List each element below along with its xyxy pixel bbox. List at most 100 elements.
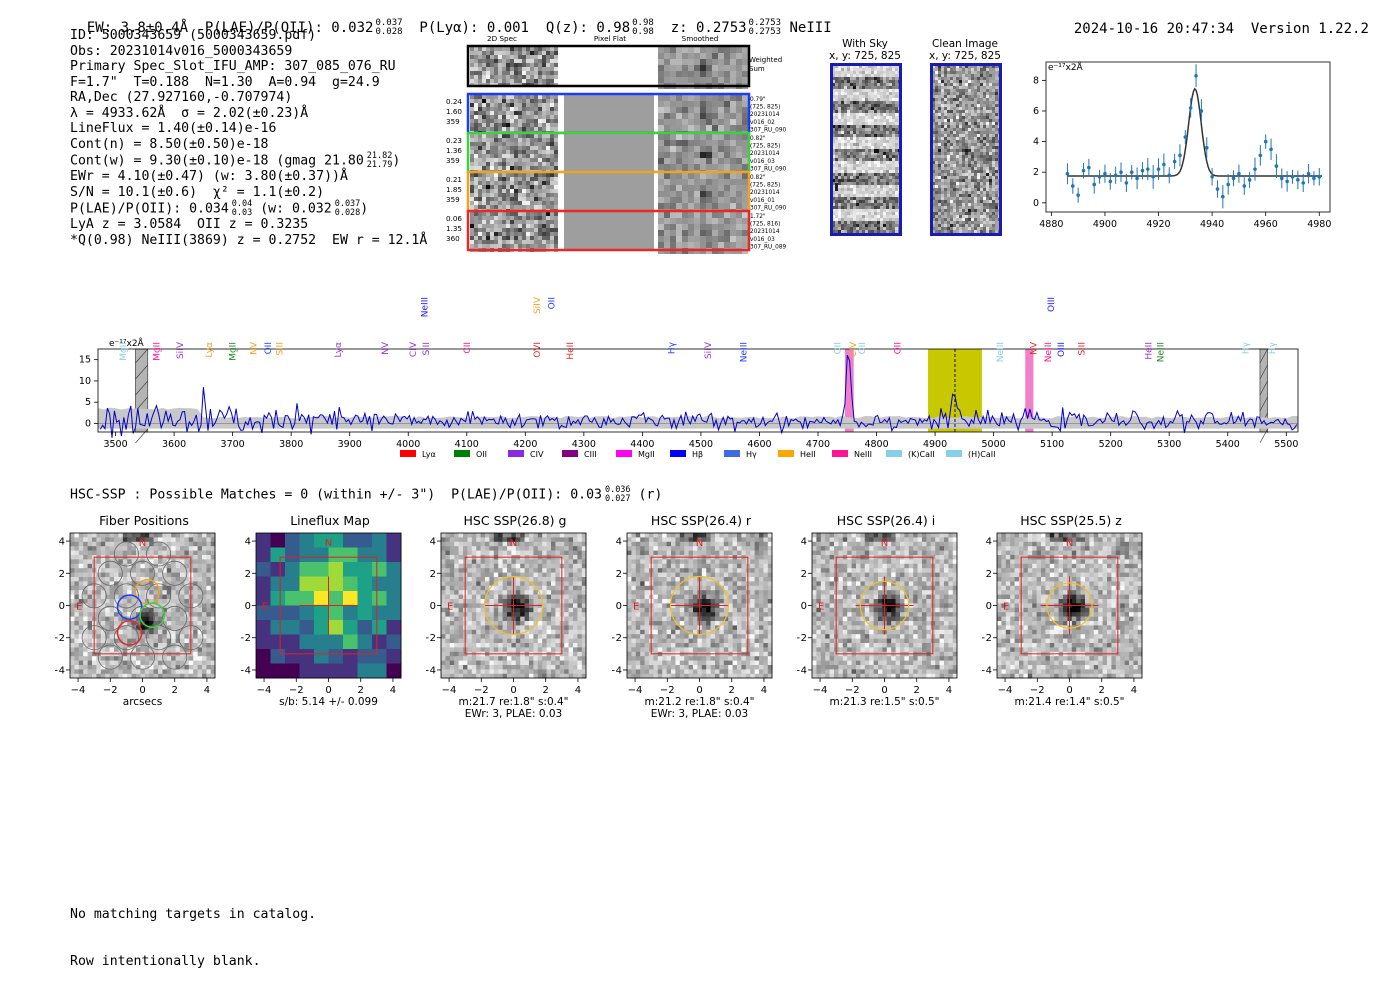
north-label: N — [881, 538, 888, 549]
zoom-ytick-label: 4 — [1033, 137, 1039, 148]
zoom-point — [1167, 173, 1171, 177]
info-block: ID: 5000343659 (5000343659.pdf) Obs: 202… — [70, 28, 427, 248]
info-sn: S/N = 10.1(±0.6) χ² = 1.1(±0.2) — [70, 185, 427, 201]
panel-ytick: 2 — [59, 569, 65, 580]
zoom-point — [1189, 106, 1193, 110]
panel-xtick: 2 — [172, 685, 178, 696]
row-smooth-0 — [658, 95, 748, 137]
legend-label: CIII — [584, 450, 597, 459]
info-plae-w: (w: 0.032 — [260, 202, 331, 217]
row-left-text: 359 — [446, 195, 460, 204]
panel-ytick: 4 — [245, 537, 251, 548]
info-obs: Obs: 20231014v016_5000343659 — [70, 44, 427, 60]
zoom-point — [1291, 175, 1295, 179]
spec2d-col-smooth: Smoothed — [682, 34, 719, 43]
row-right-text: 20231014 — [750, 151, 780, 157]
footer-line-1: No matching targets in catalog. — [70, 907, 316, 923]
row-left-text: 0.23 — [446, 136, 462, 145]
north-label: N — [139, 538, 146, 549]
line-marker-label: OIII — [1047, 297, 1057, 312]
zoom-point — [1082, 169, 1086, 173]
spectrum-xtick-label: 4700 — [806, 439, 830, 450]
panel-ytick: −4 — [426, 665, 436, 676]
zoom-ytick-label: 8 — [1033, 75, 1039, 86]
panel-xtick: 2 — [914, 685, 920, 696]
line-marker-label: CII — [463, 342, 473, 354]
row-2d-3 — [470, 212, 558, 252]
north-label: N — [696, 538, 703, 549]
line-marker-label: NeIII — [421, 297, 431, 317]
footer: No matching targets in catalog. Row inte… — [70, 876, 316, 985]
panel-xtick: 2 — [1099, 685, 1105, 696]
zoom-point — [1307, 172, 1311, 176]
panel-xtick: 0 — [1066, 685, 1072, 696]
panel-xtick: 4 — [761, 685, 767, 696]
legend-swatch — [454, 450, 470, 457]
info-lya: LyA z = 3.0584 OII z = 0.3235 — [70, 217, 427, 233]
panel-xtick: 0 — [510, 685, 516, 696]
hsc-summary-tail: (r) — [639, 488, 663, 503]
zoom-point — [1146, 167, 1150, 171]
panel-xtick: 2 — [729, 685, 735, 696]
row-left-text: 0.06 — [446, 214, 462, 223]
legend-label: MgII — [638, 450, 655, 459]
line-marker-label: SiIV — [533, 296, 543, 314]
north-label: N — [510, 538, 517, 549]
zoom-point — [1312, 177, 1316, 181]
north-label: N — [325, 538, 332, 549]
legend-label: OII — [476, 450, 487, 459]
panel-caption: m:21.3 re:1.5" s:0.5" — [830, 696, 940, 708]
line-marker-label: SiII — [422, 342, 432, 356]
spectrum-xtick-label: 5500 — [1274, 439, 1298, 450]
legend-label: Hβ — [692, 450, 703, 459]
line-marker-label: OII — [833, 342, 843, 354]
panel-ytick: 4 — [801, 537, 807, 548]
info-ewr: EWr = 4.10(±0.47) (w: 3.80(±0.37))Å — [70, 169, 427, 185]
line-marker-label: Hγ — [1268, 341, 1278, 354]
panel-xtick: −4 — [998, 685, 1013, 696]
weighted-2d — [470, 47, 558, 87]
line-marker-label: NeIII — [740, 342, 750, 362]
panel-ytick: −4 — [241, 665, 251, 676]
east-label: E — [447, 602, 453, 613]
row-right-text: 307_RU_090 — [750, 127, 787, 133]
panel-ytick: −4 — [797, 665, 807, 676]
panel-ytick: −2 — [55, 633, 65, 644]
spectrum-xtick-label: 4500 — [689, 439, 713, 450]
line-marker-label: OII — [264, 342, 274, 354]
row-left-text: 360 — [446, 234, 460, 243]
panel-ytick: −4 — [982, 665, 992, 676]
weighted-smooth — [658, 47, 748, 89]
zoom-point — [1232, 177, 1236, 181]
east-label: E — [262, 602, 268, 613]
zoom-point — [1092, 183, 1096, 187]
north-label: N — [1066, 538, 1073, 549]
row-flat-0 — [564, 95, 654, 132]
legend-label: Lyα — [422, 450, 436, 459]
east-label: E — [633, 602, 639, 613]
zoom-point — [1259, 154, 1263, 158]
weighted-flat — [558, 47, 656, 85]
info-contw: Cont(w) = 9.30(±0.10)e-18 (gmag 21.80 — [70, 154, 364, 169]
panel-xtick: 4 — [575, 685, 581, 696]
clean-image — [930, 63, 1002, 236]
panel-xtick: 0 — [881, 685, 887, 696]
legend-swatch — [616, 450, 632, 457]
panel-title: HSC SSP(26.4) i — [812, 513, 960, 528]
panel-ytick: −2 — [612, 633, 622, 644]
zoom-point — [1226, 183, 1230, 187]
panel-ytick: 4 — [616, 537, 622, 548]
legend-label: Hγ — [746, 450, 757, 459]
zoom-point — [1178, 154, 1182, 158]
zoom-point — [1194, 74, 1198, 78]
zoom-xtick-label: 4980 — [1307, 219, 1331, 230]
row-left-text: 359 — [446, 156, 460, 165]
legend-label: CIV — [530, 450, 544, 459]
panel-xtick: 4 — [946, 685, 952, 696]
panel-xtick: −4 — [71, 685, 86, 696]
panel-xtick: 0 — [139, 685, 145, 696]
